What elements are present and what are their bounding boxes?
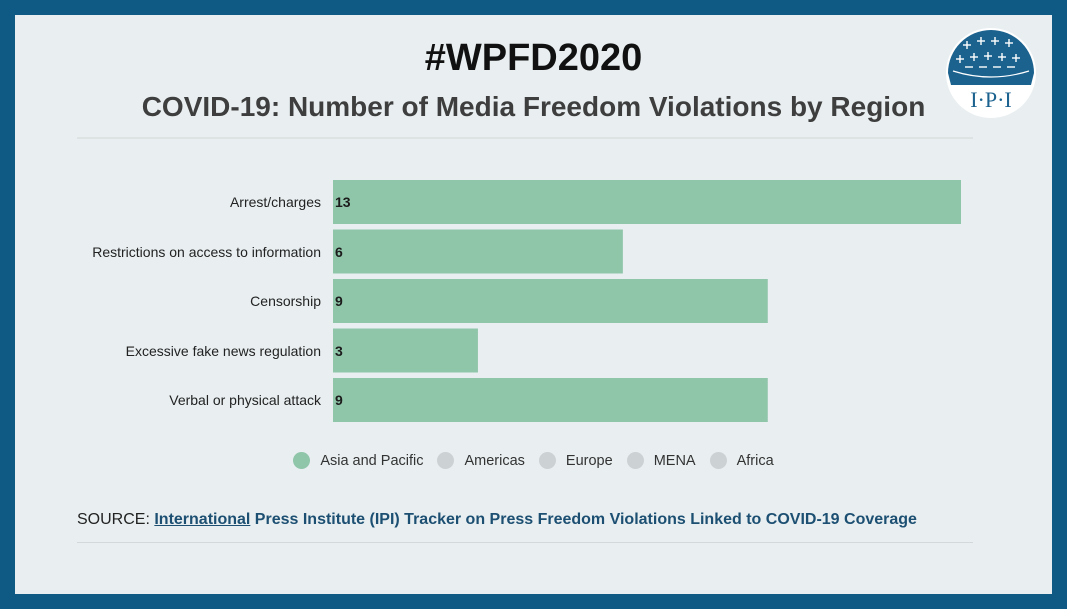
source-prefix: SOURCE: <box>77 511 155 528</box>
chart-title: COVID-19: Number of Media Freedom Violat… <box>141 91 926 122</box>
legend-item[interactable]: Europe <box>538 452 613 469</box>
legend-swatch <box>626 452 644 469</box>
legend-item[interactable]: Americas <box>437 452 525 469</box>
source-link[interactable]: International Press Institute (IPI) Trac… <box>154 511 917 528</box>
bar-4[interactable] <box>333 328 478 373</box>
category-label: Excessive fake news regulation <box>125 342 321 359</box>
source-note: SOURCE: International Press Institute (I… <box>77 511 917 529</box>
chart-legend: Asia and Pacific Americas Europe MENA Africa <box>15 452 1052 469</box>
legend-item[interactable]: Asia and Pacific <box>293 452 423 469</box>
footer-divider <box>77 542 973 543</box>
legend-label: MENA <box>653 452 696 469</box>
category-label: Restrictions on access to information <box>92 243 321 260</box>
hashtag-heading: #WPFD2020 <box>424 37 643 79</box>
logo-text: I·P·I <box>970 87 1012 112</box>
legend-label: Americas <box>464 452 525 469</box>
legend-item[interactable]: Africa <box>709 452 774 469</box>
legend-swatch <box>437 452 455 469</box>
value-label: 6 <box>335 243 343 260</box>
legend-label: Europe <box>565 452 613 469</box>
legend-item[interactable]: MENA <box>626 452 696 469</box>
bar-2[interactable] <box>333 229 623 274</box>
legend-swatch <box>293 452 311 469</box>
value-label: 3 <box>335 342 343 359</box>
title-divider <box>77 137 973 139</box>
bar-chart-plot <box>333 180 961 422</box>
source-link-rest[interactable]: Press Institute (IPI) Tracker on Press F… <box>250 511 917 528</box>
legend-label: Africa <box>736 452 774 469</box>
bar-3[interactable] <box>333 279 768 323</box>
value-label: 9 <box>335 293 343 309</box>
category-label: Arrest/charges <box>229 194 321 210</box>
legend-swatch <box>538 452 556 469</box>
legend-label: Asia and Pacific <box>320 452 424 469</box>
category-label: Censorship <box>250 293 321 309</box>
legend-swatch <box>709 452 727 469</box>
infographic-card: #WPFD2020 COVID-19: Number of Media Free… <box>15 15 1052 594</box>
bar-chart: Arrest/charges 13 Restrictions on access t… <box>15 165 1052 435</box>
category-label: Verbal or physical attack <box>169 392 321 408</box>
value-label: 13 <box>335 194 351 210</box>
value-label: 9 <box>335 392 343 408</box>
bar-5[interactable] <box>333 378 768 422</box>
bar-1[interactable] <box>333 180 961 224</box>
source-link-word[interactable]: International <box>154 511 251 528</box>
ipi-logo: I·P·I <box>946 28 1036 118</box>
